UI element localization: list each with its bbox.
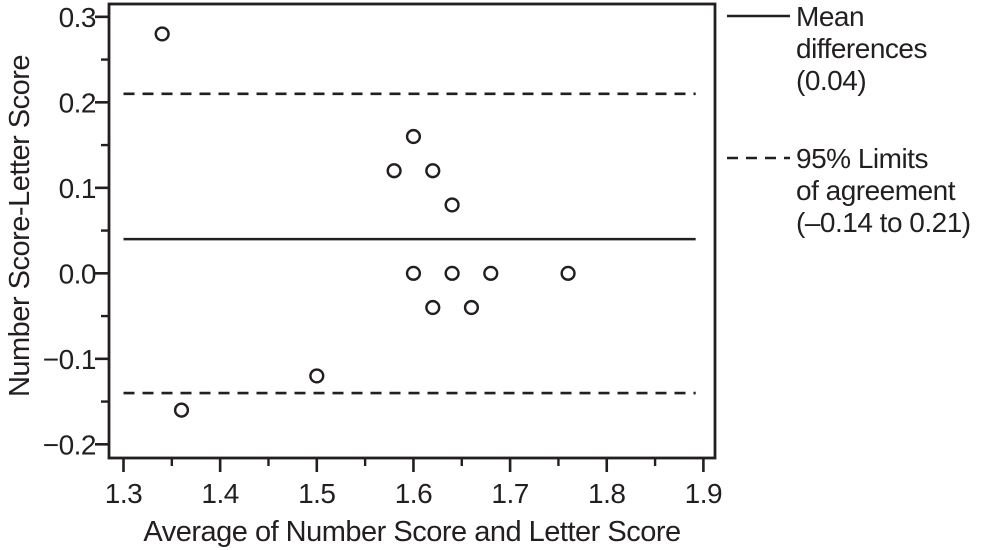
data-point xyxy=(173,402,190,418)
legend-loa-label-line2: of agreement xyxy=(796,175,956,206)
plot-generated-layer: 1.3 1.4 1.5 1.6 1.7 1.8 1.9 −0.2 −0.1 0.0 0.1 0.2 0.… xyxy=(43,2,723,509)
data-point xyxy=(309,368,325,384)
data-point xyxy=(405,265,422,281)
legend-mean-label-line1: Mean xyxy=(796,1,864,32)
data-point xyxy=(425,299,441,316)
x-tick-label: 1.4 xyxy=(201,478,238,509)
data-point xyxy=(463,299,480,316)
data-point xyxy=(386,163,402,179)
data-point xyxy=(444,197,460,213)
y-tick-label: −0.1 xyxy=(43,344,96,375)
y-tick-label: 0.2 xyxy=(59,87,96,118)
y-tick-label: 0.1 xyxy=(59,173,96,204)
legend: Mean differences (0.04) 95% Limits of ag… xyxy=(727,1,971,238)
x-tick-label: 1.6 xyxy=(395,478,432,509)
data-point xyxy=(483,265,499,281)
x-tick-label: 1.8 xyxy=(588,478,625,509)
data-point xyxy=(154,26,170,42)
legend-mean-label-line3: (0.04) xyxy=(796,65,866,96)
x-tick-label: 1.7 xyxy=(491,478,528,509)
y-tick-label: −0.2 xyxy=(43,429,96,460)
legend-mean-label-line2: differences xyxy=(796,33,927,64)
x-axis-title: Average of Number Score and Letter Score xyxy=(143,516,680,548)
x-tick-label: 1.3 xyxy=(105,478,142,509)
data-point xyxy=(405,128,422,145)
x-tick-label: 1.9 xyxy=(685,478,722,509)
x-tick-label: 1.5 xyxy=(298,478,335,509)
data-point xyxy=(425,163,441,179)
data-point xyxy=(444,265,460,281)
y-axis-title: Number Score-Letter Score xyxy=(4,55,36,397)
y-tick-label: 0.0 xyxy=(59,258,96,289)
data-point xyxy=(560,265,576,281)
legend-loa-label-line1: 95% Limits xyxy=(796,143,928,174)
plot-frame xyxy=(107,2,717,460)
legend-loa-label-line3: (–0.14 to 0.21) xyxy=(796,207,971,238)
y-tick-label: 0.3 xyxy=(59,2,96,33)
